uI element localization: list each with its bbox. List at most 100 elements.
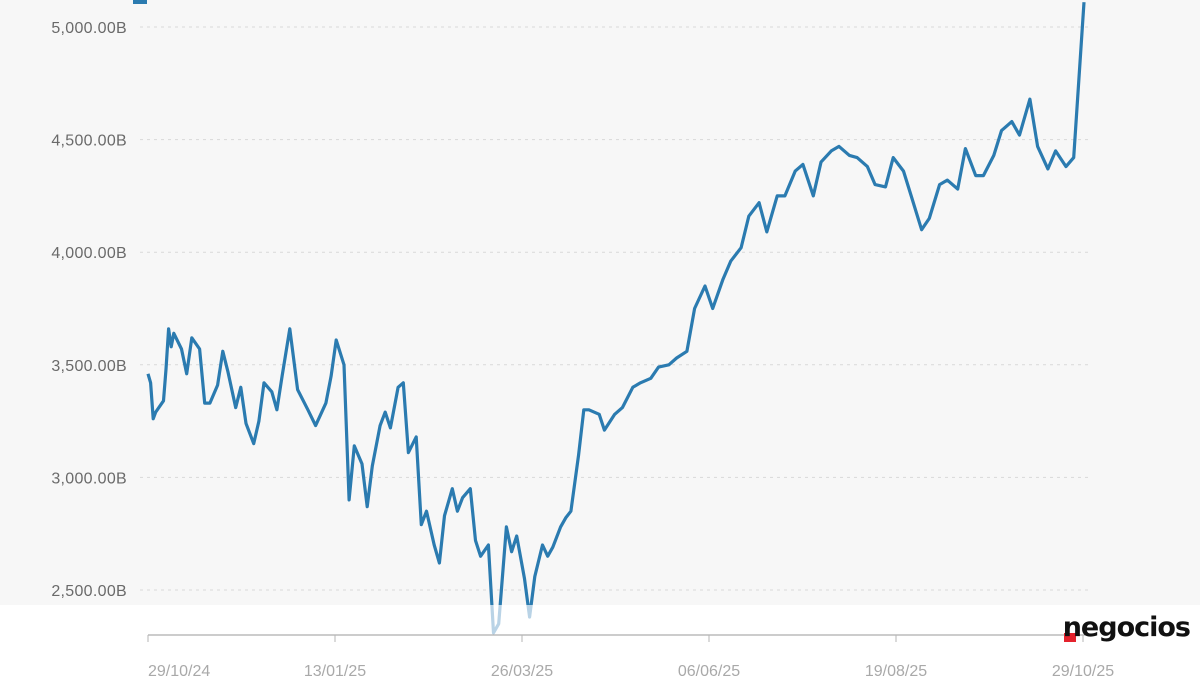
- data-point: [675, 356, 679, 360]
- data-point: [270, 390, 274, 394]
- data-point: [288, 327, 292, 331]
- data-point: [927, 216, 931, 220]
- data-point: [685, 349, 689, 353]
- data-point: [234, 406, 238, 410]
- data-point: [455, 509, 459, 513]
- data-point: [1018, 133, 1022, 137]
- data-point: [829, 149, 833, 153]
- data-point: [587, 408, 591, 412]
- data-point: [711, 307, 715, 311]
- data-point: [597, 412, 601, 416]
- data-point: [226, 370, 230, 374]
- data-point: [533, 575, 537, 579]
- data-point: [314, 424, 318, 428]
- data-point: [783, 194, 787, 198]
- data-point: [739, 246, 743, 250]
- data-point: [528, 615, 532, 619]
- data-point: [703, 284, 707, 288]
- data-point: [793, 169, 797, 173]
- data-point: [631, 385, 635, 389]
- data-point: [639, 381, 643, 385]
- data-point: [1072, 156, 1076, 160]
- x-axis: 29/10/24 13/01/25 26/03/25 06/06/25 19/08/25…: [147, 635, 1114, 676]
- data-point: [208, 401, 212, 405]
- data-point: [388, 426, 392, 430]
- data-point: [992, 153, 996, 157]
- data-point: [920, 228, 924, 232]
- data-point: [329, 374, 333, 378]
- data-point: [198, 347, 202, 351]
- data-point: [280, 374, 284, 378]
- logo-accent: [1064, 633, 1076, 642]
- data-point: [523, 577, 527, 581]
- data-point: [819, 160, 823, 164]
- data-point: [180, 347, 184, 351]
- data-point: [432, 543, 436, 547]
- series-points: [146, 0, 1086, 635]
- data-point: [884, 185, 888, 189]
- data-point: [569, 509, 573, 513]
- data-point: [146, 372, 150, 376]
- data-point: [172, 331, 176, 335]
- data-point: [324, 401, 328, 405]
- data-point: [370, 464, 374, 468]
- data-point: [1054, 149, 1058, 153]
- data-point: [203, 401, 207, 405]
- data-point: [541, 543, 545, 547]
- data-point: [169, 345, 173, 349]
- data-point: [252, 442, 256, 446]
- data-point: [613, 412, 617, 416]
- data-point: [747, 214, 751, 218]
- data-point: [414, 435, 418, 439]
- data-point: [221, 349, 225, 353]
- data-point: [1010, 120, 1014, 124]
- data-point: [837, 144, 841, 148]
- data-point: [963, 147, 967, 151]
- data-point: [721, 277, 725, 281]
- data-point: [891, 156, 895, 160]
- data-point: [775, 194, 779, 198]
- data-point: [406, 451, 410, 455]
- data-point: [486, 543, 490, 547]
- data-point: [479, 554, 483, 558]
- x-tick-label: 26/03/25: [491, 663, 553, 676]
- data-point: [239, 385, 243, 389]
- data-point: [981, 174, 985, 178]
- x-tick-label: 29/10/24: [148, 663, 210, 676]
- data-point: [974, 174, 978, 178]
- x-tick-label: 13/01/25: [304, 663, 366, 676]
- data-point: [902, 169, 906, 173]
- data-point: [865, 165, 869, 169]
- data-point: [474, 539, 478, 543]
- data-point: [352, 444, 356, 448]
- y-axis: 2,500.00B 3,000.00B 3,500.00B 4,000.00B 4,50…: [51, 20, 127, 600]
- data-point: [396, 385, 400, 389]
- data-point: [360, 462, 364, 466]
- x-tick-label: 19/08/25: [865, 663, 927, 676]
- data-point: [649, 376, 653, 380]
- brand-logo: negocios: [1062, 612, 1191, 643]
- y-tick-label: 3,000.00B: [51, 470, 127, 487]
- data-point: [425, 509, 429, 513]
- data-point: [244, 421, 248, 425]
- data-point: [515, 534, 519, 538]
- data-point: [801, 162, 805, 166]
- data-point: [811, 194, 815, 198]
- data-point: [164, 367, 168, 371]
- data-point: [468, 487, 472, 491]
- data-point: [504, 525, 508, 529]
- data-point: [378, 424, 382, 428]
- data-point: [296, 388, 300, 392]
- chart-area: [0, 0, 1200, 605]
- data-point: [765, 230, 769, 234]
- data-point: [401, 381, 405, 385]
- x-tick-label: 29/10/25: [1052, 663, 1114, 676]
- data-point: [945, 178, 949, 182]
- data-point: [262, 381, 266, 385]
- data-point: [383, 410, 387, 414]
- data-point: [443, 514, 447, 518]
- data-point: [577, 453, 581, 457]
- data-point: [602, 428, 606, 432]
- data-point: [559, 525, 563, 529]
